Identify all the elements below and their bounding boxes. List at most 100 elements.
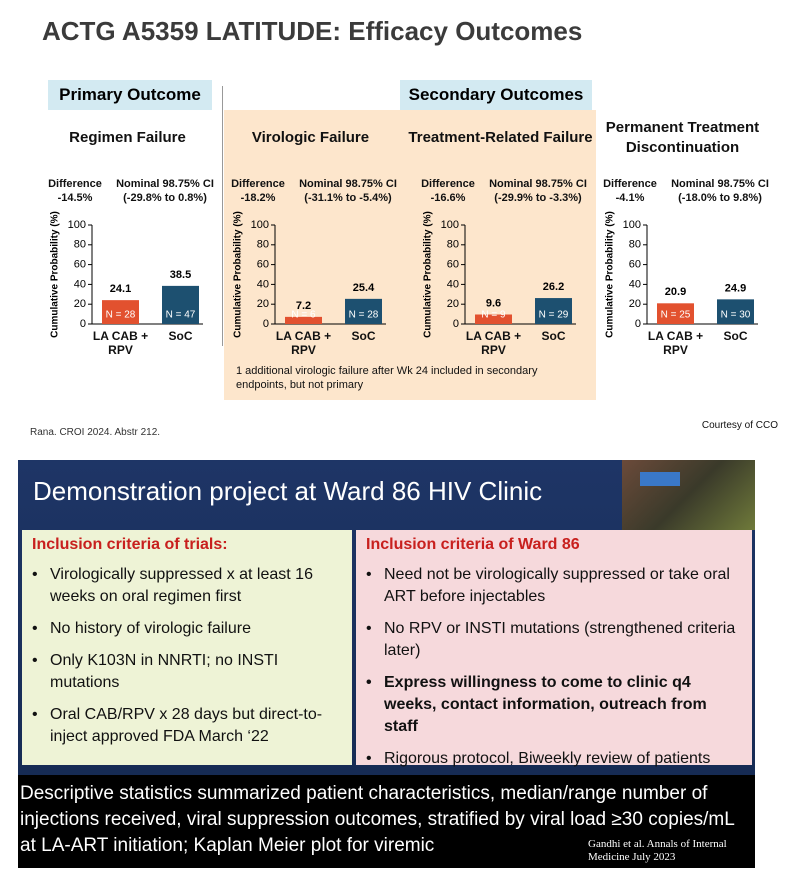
y-tick-label: 40 [257, 278, 269, 290]
bullet: No RPV or INSTI mutations (strengthened … [366, 618, 742, 662]
x-tick-label: LA CAB + RPV [92, 329, 149, 357]
heading: Inclusion criteria of trials: [32, 536, 228, 553]
y-tick-label: 60 [74, 259, 86, 271]
n-label: N = 25 [661, 310, 691, 321]
ci-label: Nominal 98.75% CI [299, 178, 397, 190]
bullet: Virologically suppressed x at least 16 w… [32, 564, 342, 608]
value-label: 24.1 [110, 283, 131, 295]
citation: Gandhi et al. Annals of Internal Medicin… [588, 838, 727, 863]
y-tick-label: 60 [447, 259, 459, 271]
y-tick-label: 0 [453, 318, 459, 330]
difference-label: Difference [231, 178, 285, 190]
bar [717, 299, 754, 324]
secondary-heading: Secondary Outcomes [400, 80, 592, 110]
difference: -14.5% [57, 192, 93, 204]
y-tick-label: 60 [629, 259, 641, 271]
source: Rana. CROI 2024. Abstr 212. [30, 427, 161, 438]
bullet: Express willingness to come to clinic q4… [366, 672, 742, 738]
ci-label: Nominal 98.75% CI [489, 178, 587, 190]
value-label: 9.6 [486, 297, 501, 309]
y-tick-label: 40 [74, 278, 86, 290]
y-tick-label: 40 [629, 278, 641, 290]
ci: (-29.9% to -3.3%) [494, 192, 582, 204]
difference-label: Difference [421, 178, 475, 190]
y-axis-label: Cumulative Probability (%) [233, 211, 244, 338]
y-tick-label: 80 [629, 239, 641, 251]
y-tick-label: 20 [629, 298, 641, 310]
secondary-panel [224, 110, 596, 400]
x-tick-label: SoC [168, 329, 193, 343]
bullet: Need not be virologically suppressed or … [366, 564, 742, 608]
difference-label: Difference [603, 178, 657, 190]
bullet: Oral CAB/RPV x 28 days but direct-to-inj… [32, 704, 342, 748]
y-tick-label: 80 [74, 239, 86, 251]
y-axis-label: Cumulative Probability (%) [50, 211, 61, 338]
y-tick-label: 40 [447, 278, 459, 290]
n-label: N = 9 [481, 310, 506, 321]
credit: Courtesy of CCO [701, 420, 778, 431]
bar [475, 314, 512, 324]
y-tick-label: 0 [635, 318, 641, 330]
ci-label: Nominal 98.75% CI [116, 178, 214, 190]
slide-title: ACTG A5359 LATITUDE: Efficacy Outcomes [42, 16, 583, 46]
difference: -18.2% [240, 192, 276, 204]
x-tick-label: LA CAB + RPV [465, 329, 522, 357]
bullet: No history of virologic failure [32, 618, 342, 640]
y-tick-label: 80 [447, 239, 459, 251]
bar [102, 300, 139, 324]
summary-box [18, 775, 755, 868]
n-label: N = 28 [106, 310, 136, 321]
y-tick-label: 20 [257, 298, 269, 310]
chart-title: Treatment-Related Failure [408, 129, 593, 146]
bar [285, 316, 322, 324]
y-tick-label: 60 [257, 259, 269, 271]
y-tick-label: 100 [251, 219, 269, 231]
right-box: Inclusion criteria of Ward 86 Need not b… [356, 530, 752, 767]
n-label: N = 30 [721, 310, 751, 321]
footnote: 1 additional virologic failure after Wk … [236, 365, 538, 391]
value-label: 26.2 [543, 281, 564, 293]
value-label: 7.2 [296, 300, 311, 312]
y-tick-label: 20 [447, 298, 459, 310]
value-label: 20.9 [665, 286, 686, 298]
left-box: Inclusion criteria of trials: Virologica… [22, 530, 352, 765]
y-axis-label: Cumulative Probability (%) [423, 211, 434, 338]
value-label: 38.5 [170, 269, 191, 281]
slide2-title: Demonstration project at Ward 86 HIV Cli… [33, 476, 543, 506]
ci: (-31.1% to -5.4%) [304, 192, 392, 204]
bar [535, 298, 572, 324]
x-tick-label: SoC [723, 329, 748, 343]
divider [222, 86, 223, 346]
summary: Descriptive statistics summarized patien… [20, 783, 735, 856]
bullet: Only K103N in NNRTI; no INSTI mutations [32, 650, 342, 694]
charts: Cumulative Probability (%) 0 20 40 60 80 100 24… [50, 211, 758, 338]
x-tick-label: SoC [541, 329, 566, 343]
y-tick-label: 100 [68, 219, 86, 231]
n-label: N = 47 [166, 310, 196, 321]
bar [162, 285, 199, 324]
y-tick-label: 80 [257, 239, 269, 251]
y-tick-label: 0 [263, 318, 269, 330]
x-tick-label: LA CAB + RPV [275, 329, 332, 357]
ci: (-18.0% to 9.8%) [678, 192, 762, 204]
difference: -16.6% [430, 192, 466, 204]
ci-label: Nominal 98.75% CI [671, 178, 769, 190]
y-tick-label: 100 [623, 219, 641, 231]
difference-label: Difference [48, 178, 102, 190]
n-label: N = 28 [349, 310, 379, 321]
chart-title: Virologic Failure [251, 129, 370, 146]
difference: -4.1% [615, 192, 645, 204]
value-label: 24.9 [725, 282, 746, 294]
heading: Inclusion criteria of Ward 86 [366, 536, 580, 553]
bar [345, 298, 382, 324]
x-tick-label: LA CAB + RPV [647, 329, 704, 357]
x-tick-label: SoC [351, 329, 376, 343]
chart-title: Permanent Treatment Discontinuation [605, 119, 760, 156]
n-label: N = 6 [291, 310, 316, 321]
bullet: Rigorous protocol, Biweekly review of pa… [366, 748, 742, 770]
chart-title: Regimen Failure [69, 129, 186, 146]
bar [657, 303, 694, 324]
y-axis-label: Cumulative Probability (%) [605, 211, 616, 338]
y-tick-label: 0 [80, 318, 86, 330]
